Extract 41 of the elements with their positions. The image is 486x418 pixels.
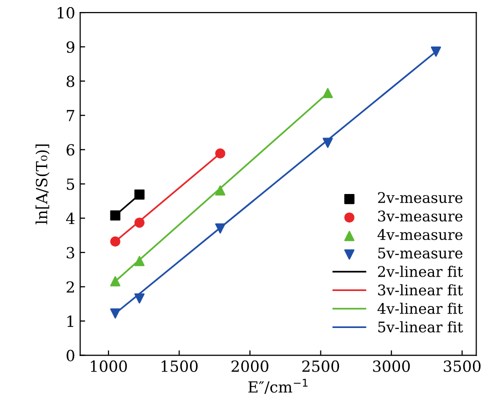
y-tick-label: 5: [66, 178, 74, 190]
legend-label: 3v-linear fit: [378, 284, 463, 296]
point: [134, 293, 145, 304]
y-tick-label: 10: [58, 7, 74, 19]
x-tick-label: 3500: [444, 360, 481, 372]
y-tick-label: 9: [66, 41, 74, 53]
y-tick-label: 8: [66, 76, 74, 88]
y-tick-label: 0: [66, 350, 74, 362]
point: [134, 218, 145, 228]
point: [110, 276, 120, 286]
legend-label: 2v-measure: [378, 192, 462, 204]
point: [322, 88, 333, 98]
point: [110, 210, 120, 221]
legend-label: 5v-measure: [378, 248, 462, 259]
y-tick-label: 3: [66, 246, 74, 258]
y-tick-label: 1: [67, 315, 74, 327]
x-tick-label: 2000: [232, 360, 268, 372]
point: [134, 256, 145, 266]
y-axis-title: ln[A/S(T₀)]: [36, 144, 50, 224]
point: [215, 223, 226, 234]
x-axis-title: E″/cm$^{−1}$: [248, 378, 308, 394]
y-tick-label: 2: [66, 281, 74, 293]
legend-label: 5v-linear fit: [378, 321, 463, 332]
x-tick-label: 3000: [373, 360, 410, 372]
x-tick-label: 2500: [302, 360, 340, 372]
legend-label: 4v-measure: [378, 229, 462, 240]
x-tick-label: 1500: [162, 360, 198, 372]
point: [110, 308, 120, 319]
legend-label: 3v-measure: [378, 210, 462, 222]
point: [215, 148, 226, 158]
y-tick-label: 7: [66, 110, 74, 122]
y-tick-label: 6: [66, 144, 74, 156]
y-tick-label: 4: [66, 212, 75, 224]
legend-label: 4v-linear fit: [378, 302, 463, 314]
x-tick-label: 1000: [90, 360, 127, 372]
point: [215, 185, 226, 196]
point: [110, 236, 120, 247]
legend-label: 2v-linear fit: [378, 266, 463, 278]
point: [134, 189, 145, 200]
point: [322, 138, 333, 148]
point: [430, 46, 442, 57]
